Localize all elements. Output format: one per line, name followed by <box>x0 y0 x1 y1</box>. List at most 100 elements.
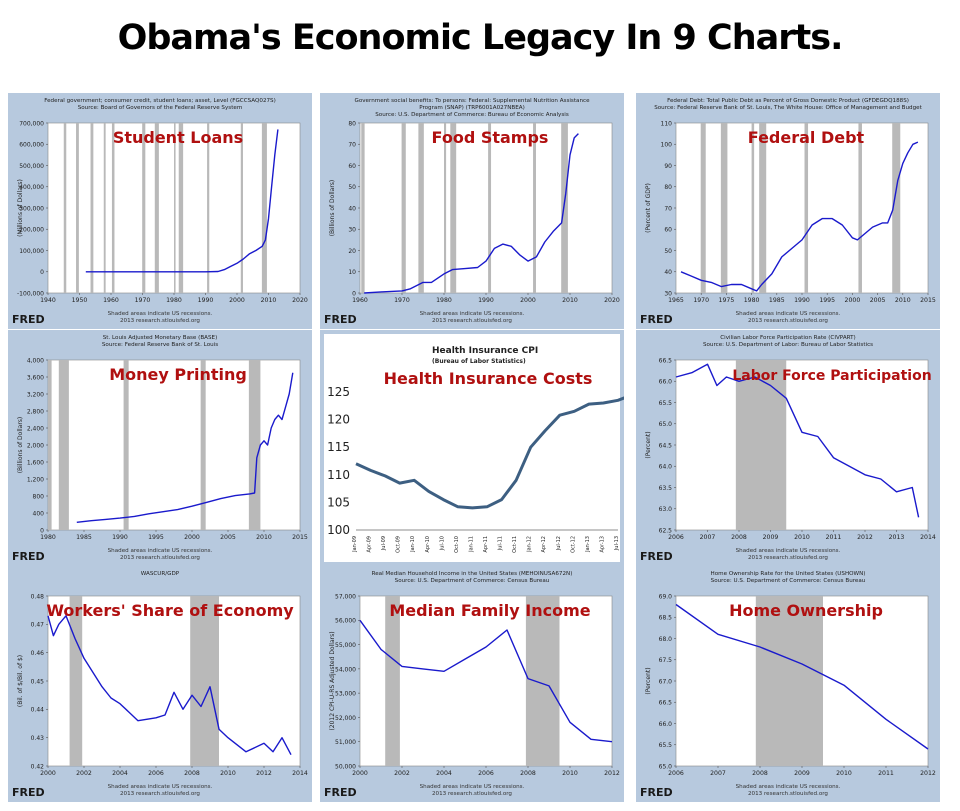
y-tick-label: 60 <box>664 227 672 234</box>
y-tick-label: 65.5 <box>659 400 673 407</box>
series-line <box>675 363 920 518</box>
x-tick-label: 1980 <box>166 297 182 304</box>
plot-area <box>675 359 929 531</box>
y-tick-label: 70 <box>348 142 356 149</box>
y-axis-label: (Billions of Dollars) <box>17 417 24 474</box>
x-tick-label: 2013 <box>889 534 905 541</box>
chart-panel-labor-force: Civilian Labor Force Participation Rate … <box>636 330 940 566</box>
chart-subtitle: Source: Federal Reserve Bank of St. Loui… <box>654 105 922 111</box>
chart-subtitle: (Bureau of Labor Statistics) <box>432 358 526 365</box>
recession-band <box>755 596 823 766</box>
x-tick-label: Jul-12 <box>556 536 562 551</box>
x-tick-label: Apr-13 <box>599 536 605 553</box>
x-tick-label: 1970 <box>394 297 410 304</box>
chart-svg: Home Ownership Rate for the United State… <box>640 571 936 799</box>
x-tick-label: 2014 <box>292 770 308 777</box>
x-tick-label: 2002 <box>76 770 92 777</box>
recession-band <box>63 123 67 293</box>
y-tick-label: 67.0 <box>659 678 673 685</box>
recession-band <box>700 123 706 293</box>
y-tick-label: 64.0 <box>659 464 673 471</box>
series-line <box>364 133 579 294</box>
y-tick-label: 50 <box>664 248 672 255</box>
y-tick-label: 110 <box>327 468 350 482</box>
y-tick-label: 100,000 <box>19 248 44 255</box>
y-tick-label: 500,000 <box>19 163 44 170</box>
overlay-label: Health Insurance Costs <box>384 369 593 388</box>
x-tick-label: 1965 <box>668 297 684 304</box>
y-tick-label: 0.48 <box>31 593 45 600</box>
chart-subtitle: Source: Federal Reserve Bank of St. Loui… <box>102 342 218 348</box>
recession-band <box>142 123 146 293</box>
chart-panel-workers-share: WASCUR/GDP 0.42 0.43 0.44 0.45 0.46 0.47 0.48 20… <box>8 566 312 802</box>
x-tick-label: Oct-10 <box>454 536 460 553</box>
x-tick-label: 1975 <box>719 297 735 304</box>
x-tick-label: 2009 <box>794 770 810 777</box>
x-tick-label: 2008 <box>184 770 200 777</box>
recession-band <box>401 123 406 293</box>
x-tick-label: 1960 <box>352 297 368 304</box>
recession-band <box>751 123 755 293</box>
x-tick-label: Jul-13 <box>614 536 620 551</box>
chart-title: Real Median Household Income in the Unit… <box>372 571 573 577</box>
chart-panel-money-printing: St. Louis Adjusted Monetary Base (BASE) S… <box>8 330 312 566</box>
y-tick-label: 1,200 <box>27 476 44 483</box>
x-tick-label: 2011 <box>878 770 894 777</box>
fred-logo: FRED <box>640 550 673 563</box>
x-tick-label: 2006 <box>148 770 164 777</box>
y-tick-label: 2,400 <box>27 425 44 432</box>
overlay-label: Food Stamps <box>432 128 549 147</box>
source-url: 2013 research.stlouisfed.org <box>120 318 200 324</box>
series-line <box>680 141 919 292</box>
x-tick-label: 1990 <box>794 297 810 304</box>
y-tick-label: 0 <box>40 527 44 534</box>
y-tick-label: 0 <box>40 269 44 276</box>
y-tick-label: 52,000 <box>335 715 356 722</box>
overlay-label: Labor Force Participation <box>732 368 931 384</box>
y-tick-label: 53,000 <box>335 691 356 698</box>
y-tick-label: 67.5 <box>659 657 673 664</box>
y-tick-label: 62.5 <box>659 527 673 534</box>
y-tick-label: 700,000 <box>19 120 44 127</box>
x-tick-label: 2002 <box>394 770 410 777</box>
chart-panel-food-stamps: Government social benefits: To persons: … <box>320 93 624 329</box>
y-axis-label: (Percent of GDP) <box>645 183 652 233</box>
chart-svg: WASCUR/GDP 0.42 0.43 0.44 0.45 0.46 0.47 0.48 20… <box>12 571 308 799</box>
y-tick-label: 63.0 <box>659 506 673 513</box>
recession-band <box>720 123 728 293</box>
chart-panel-student-loans: Federal government; consumer credit, stu… <box>8 93 312 329</box>
x-tick-label: Jan-10 <box>410 536 416 553</box>
series-line <box>85 129 279 273</box>
x-tick-label: 2020 <box>604 297 620 304</box>
y-tick-label: 2,000 <box>27 442 44 449</box>
recession-band <box>759 123 767 293</box>
series-line <box>359 619 613 743</box>
y-tick-label: 200,000 <box>19 227 44 234</box>
recession-band <box>123 360 129 530</box>
x-tick-label: 2010 <box>836 770 852 777</box>
y-tick-label: 70 <box>664 205 672 212</box>
recession-band <box>892 123 901 293</box>
source-url: 2013 research.stlouisfed.org <box>120 791 200 797</box>
chart-panel-health-insurance: Health Insurance CPI (Bureau of Labor Sta… <box>320 330 624 566</box>
y-tick-label: 30 <box>664 290 672 297</box>
x-tick-label: 2000 <box>229 297 245 304</box>
recession-band <box>90 123 94 293</box>
y-tick-label: 800 <box>33 493 45 500</box>
chart-svg: Real Median Household Income in the Unit… <box>324 571 620 799</box>
chart-title-line2: Program (SNAP) (TRP6001A027NBEA) <box>419 105 525 111</box>
y-tick-label: 0.43 <box>31 735 45 742</box>
source-url: 2013 research.stlouisfed.org <box>748 318 828 324</box>
recession-band <box>178 123 184 293</box>
fred-logo: FRED <box>324 313 357 326</box>
recession-band <box>154 123 159 293</box>
x-tick-label: 2006 <box>478 770 494 777</box>
recession-band <box>240 123 243 293</box>
x-tick-label: Oct-12 <box>570 536 576 553</box>
x-tick-label: Jul-09 <box>381 536 387 551</box>
fred-logo: FRED <box>640 313 673 326</box>
x-tick-label: 2000 <box>40 770 56 777</box>
y-tick-label: 600,000 <box>19 142 44 149</box>
y-tick-label: 3,200 <box>27 391 44 398</box>
y-tick-label: 4,000 <box>27 357 44 364</box>
